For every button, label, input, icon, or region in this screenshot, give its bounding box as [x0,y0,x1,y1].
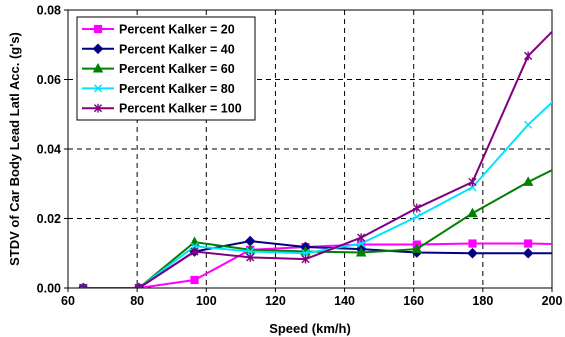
legend-label: Percent Kalker = 20 [119,23,235,37]
data-point [189,236,200,247]
legend-swatch-marker [92,62,104,73]
legend-entry: Percent Kalker = 60 [82,62,235,76]
y-tick-label: 0.02 [37,212,61,226]
x-tick-label: 100 [196,294,217,308]
x-tick-label: 60 [61,294,75,308]
legend-swatch-marker [93,84,103,93]
data-point [467,247,478,259]
series [77,30,552,288]
legend-label: Percent Kalker = 60 [119,62,235,76]
y-tick-label: 0.04 [37,143,61,157]
series-5 [79,30,552,288]
data-point [246,253,255,262]
data-point [522,247,534,259]
series-2 [77,235,552,288]
legend-swatch-marker [93,24,103,34]
data-point [524,51,533,61]
data-point [246,247,255,256]
legend-entry: Percent Kalker = 20 [82,23,235,37]
data-point [411,243,423,253]
legend-swatch-marker [93,103,103,113]
data-point [190,275,199,285]
x-tick-label: 160 [403,294,424,308]
data-point [524,239,533,248]
y-tick-label: 0.06 [37,73,61,87]
data-point [412,212,421,221]
legend-swatch-marker [92,43,104,55]
x-axis-title: Speed (km/h) [269,321,351,336]
data-point [467,207,478,218]
legend-label: Percent Kalker = 40 [119,42,235,56]
data-point [301,254,310,264]
series-line [83,168,552,288]
x-tick-label: 120 [265,294,286,308]
data-point [190,247,199,256]
data-point [468,177,477,187]
data-point [134,283,143,288]
legend-label: Percent Kalker = 100 [119,102,242,116]
y-axis-title: STDV of Car Body Lead Latl Acc. (g's) [7,32,22,266]
data-point [79,283,88,288]
series-line [83,242,552,288]
legend-entry: Percent Kalker = 40 [82,42,235,56]
data-point [357,239,366,248]
series-line [83,240,552,288]
data-point [357,233,366,243]
x-tick-label: 80 [130,294,144,308]
y-tick-label: 0.08 [37,4,61,18]
x-tick-label: 180 [472,294,493,308]
data-point [524,120,533,129]
data-point [301,249,310,258]
y-tick-label: 0.00 [37,282,61,296]
data-point [355,246,367,257]
data-point [468,239,477,248]
legend: Percent Kalker = 20 Percent Kalker = 40 Pe… [76,16,256,121]
x-tick-label: 140 [334,294,355,308]
legend-label: Percent Kalker = 80 [119,82,235,96]
series-3 [80,168,552,288]
legend-entry: Percent Kalker = 100 [82,102,242,116]
x-tick-label: 200 [542,294,563,308]
axis-ticks: 60 80 100 120 140 160 180 200 0.00 0.02 0.04 0.06 0.… [37,4,563,309]
data-point [412,203,421,213]
data-point [522,176,534,186]
legend-entry: Percent Kalker = 80 [82,82,235,96]
series-line [83,30,552,288]
